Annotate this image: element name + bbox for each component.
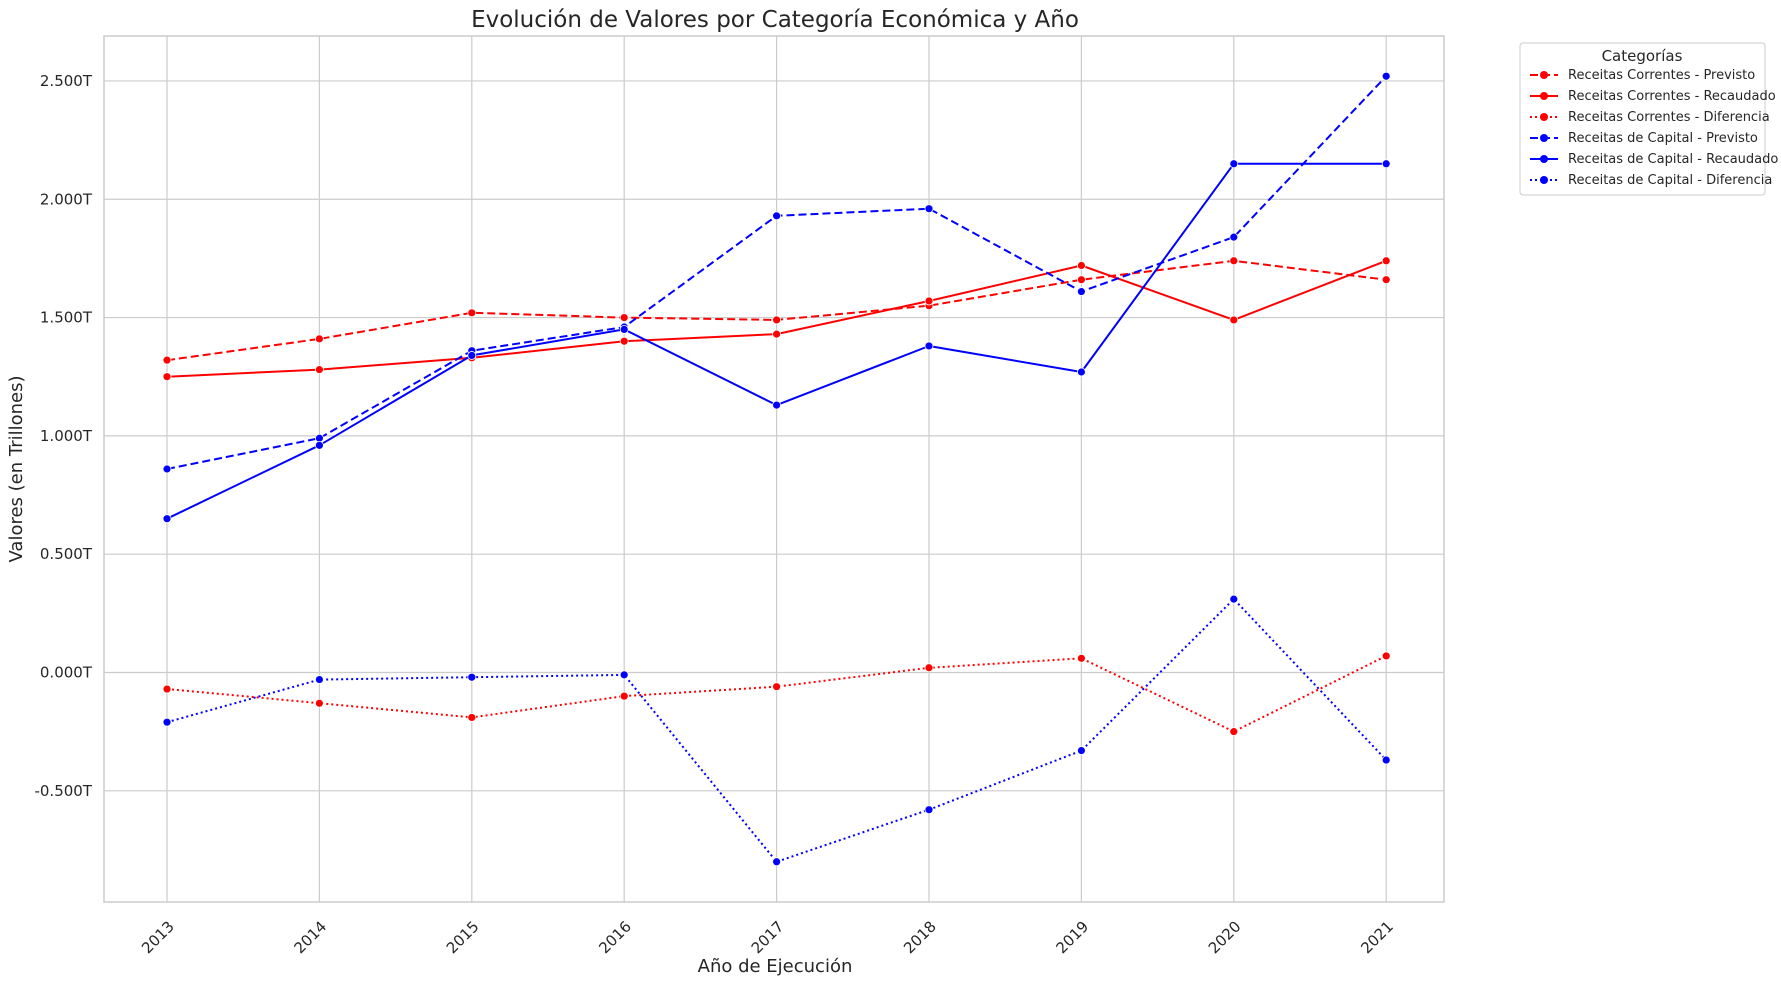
- x-tick-label: 2016: [595, 917, 635, 957]
- y-tick-label: 2.000T: [40, 190, 93, 208]
- x-tick-label: 2017: [748, 917, 788, 957]
- data-point: [772, 857, 781, 867]
- chart-title: Evolución de Valores por Categoría Econó…: [471, 7, 1079, 33]
- legend-label: Receitas de Capital - Previsto: [1568, 131, 1758, 146]
- data-point: [772, 682, 781, 692]
- data-point: [1381, 651, 1391, 661]
- y-tick-label: 1.500T: [40, 309, 93, 327]
- y-tick-label: 2.500T: [40, 72, 93, 90]
- series-layer: [162, 71, 1391, 867]
- data-point: [162, 514, 172, 524]
- legend-marker: [1540, 113, 1548, 121]
- y-tick-labels: -0.500T 0.000T 0.500T 1.000T 1.500T 2.000T 2.5…: [34, 72, 92, 800]
- legend: Categorías Receitas Correntes - Previsto…: [1519, 42, 1778, 196]
- legend-marker: [1540, 71, 1548, 79]
- data-point: [619, 324, 629, 334]
- data-point: [619, 670, 629, 680]
- data-point: [1229, 315, 1239, 325]
- plot-frame: [103, 35, 1445, 903]
- data-point: [467, 308, 477, 318]
- legend-label: Receitas Correntes - Previsto: [1568, 68, 1755, 83]
- x-tick-label: 2018: [900, 917, 940, 957]
- data-point: [162, 684, 172, 694]
- data-point: [1229, 256, 1239, 266]
- data-point: [1077, 287, 1086, 296]
- legend-items: Receitas Correntes - Previsto Receitas Co…: [1530, 68, 1778, 188]
- data-point: [162, 355, 172, 365]
- data-point: [924, 296, 934, 306]
- data-point: [924, 341, 934, 351]
- data-point: [1381, 275, 1391, 285]
- data-point: [314, 440, 324, 450]
- x-tick-label: 2019: [1052, 917, 1092, 957]
- data-point: [1229, 232, 1239, 242]
- y-tick-label: 0.000T: [40, 663, 93, 681]
- data-point: [1077, 261, 1086, 270]
- x-axis-title: Año de Ejecución: [698, 956, 853, 977]
- legend-label: Receitas Correntes - Diferencia: [1568, 110, 1770, 125]
- x-tick-label: 2013: [138, 917, 178, 957]
- legend-label: Receitas de Capital - Recaudado: [1568, 152, 1778, 167]
- data-point: [619, 691, 629, 701]
- data-point: [1077, 367, 1086, 377]
- data-point: [1381, 256, 1391, 266]
- legend-box: [1519, 42, 1766, 196]
- series-line: [166, 655, 1387, 733]
- legend-marker: [1540, 134, 1548, 142]
- data-point: [162, 717, 172, 727]
- x-tick-label: 2015: [443, 917, 483, 957]
- data-point: [467, 713, 477, 722]
- data-point: [619, 313, 629, 322]
- y-axis-title: Valores (en Trillones): [6, 375, 27, 562]
- data-point: [1229, 727, 1239, 737]
- data-point: [314, 675, 324, 684]
- x-tick-label: 2020: [1205, 917, 1245, 957]
- data-point: [924, 805, 934, 815]
- data-point: [1229, 594, 1239, 604]
- data-point: [1077, 746, 1086, 755]
- y-tick-label: 1.000T: [40, 427, 93, 445]
- x-tick-label: 2021: [1357, 917, 1397, 957]
- data-point: [162, 372, 172, 382]
- data-point: [619, 336, 629, 346]
- data-point: [314, 698, 324, 708]
- legend-label: Receitas de Capital - Diferencia: [1568, 173, 1772, 188]
- legend-title: Categorías: [1602, 47, 1683, 65]
- data-point: [1077, 653, 1086, 663]
- data-point: [467, 351, 477, 360]
- data-point: [467, 672, 477, 682]
- data-point: [772, 211, 781, 221]
- y-tick-label: 0.500T: [40, 545, 93, 563]
- data-point: [772, 400, 781, 410]
- data-point: [924, 204, 934, 214]
- data-point: [1229, 159, 1239, 169]
- data-point: [314, 334, 324, 344]
- data-point: [1381, 755, 1391, 765]
- data-point: [1077, 275, 1086, 285]
- x-tick-labels: 2013 2014 2015 2016 2017 2018 2019 2020 2021: [138, 917, 1397, 957]
- legend-label: Receitas Correntes - Recaudado: [1568, 89, 1776, 104]
- legend-marker: [1540, 176, 1548, 184]
- data-point: [162, 464, 172, 474]
- data-point: [924, 663, 934, 673]
- legend-marker: [1540, 155, 1548, 163]
- legend-marker: [1540, 92, 1548, 100]
- data-point: [1381, 71, 1391, 81]
- x-tick-label: 2014: [290, 917, 330, 957]
- data-point: [1381, 159, 1391, 169]
- data-point: [772, 329, 781, 339]
- grid: [104, 36, 1444, 902]
- y-tick-label: -0.500T: [34, 782, 92, 800]
- data-point: [314, 365, 324, 375]
- data-point: [772, 315, 781, 325]
